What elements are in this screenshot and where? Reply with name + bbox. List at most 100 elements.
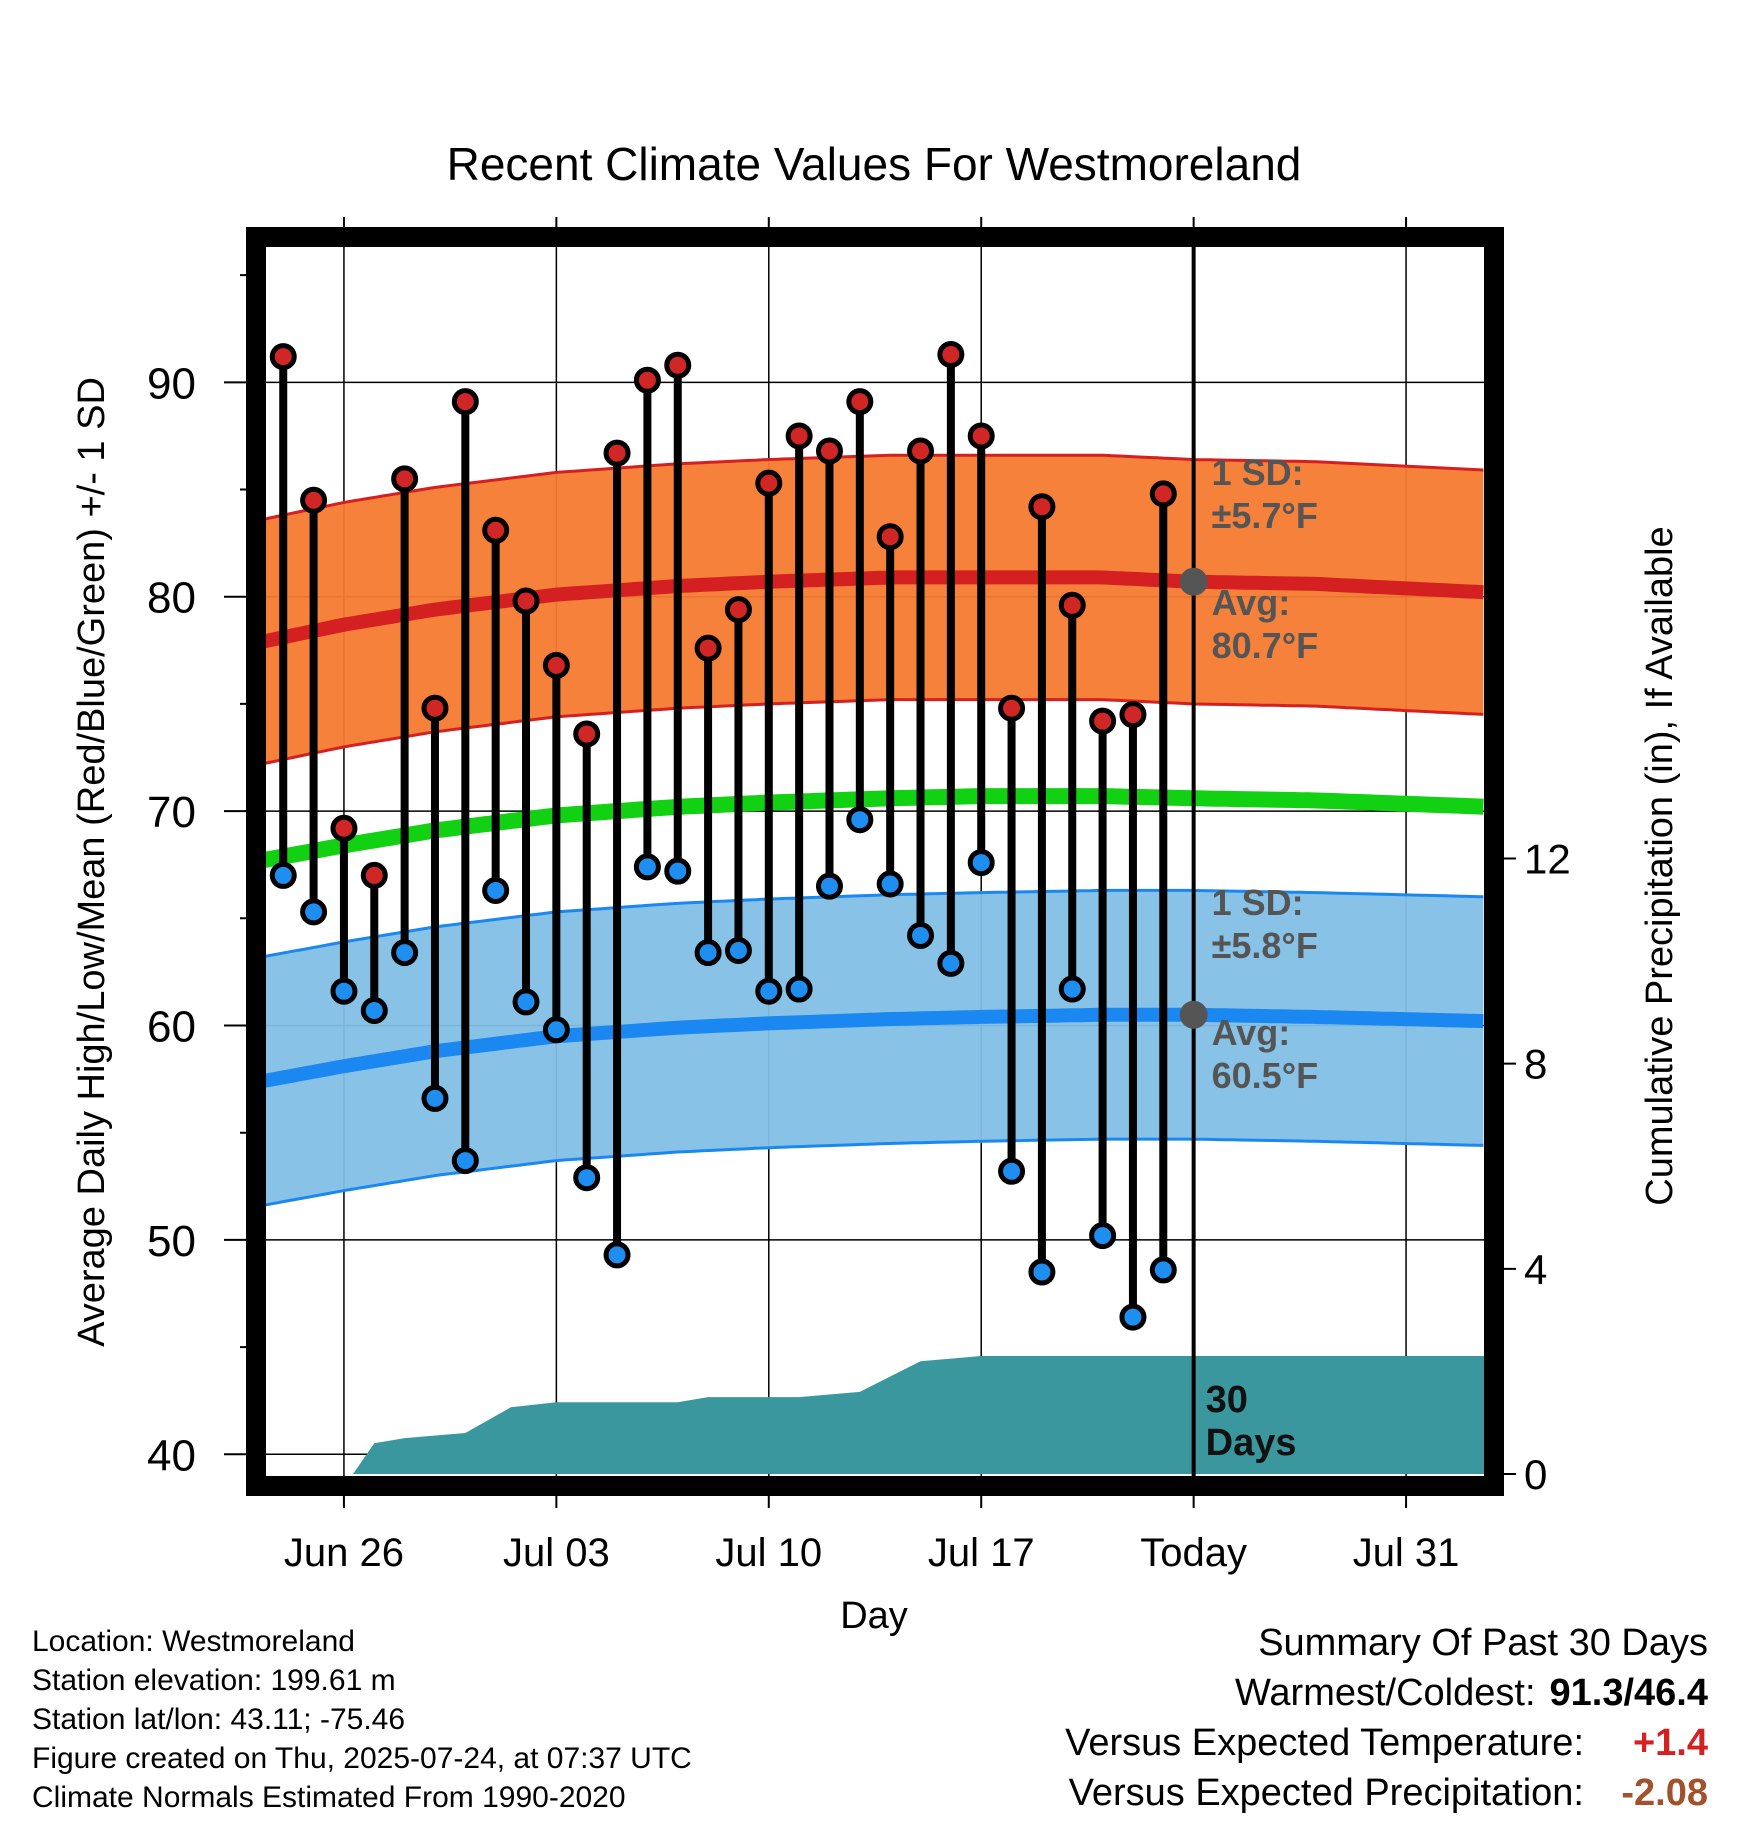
daily-high-point [573, 720, 601, 748]
daily-low-point [846, 806, 874, 834]
daily-high-point [542, 651, 570, 679]
precip-label: Versus Expected Precipitation: [1068, 1772, 1584, 1814]
plot-frame [246, 227, 1504, 1496]
daily-low-point [1149, 1256, 1177, 1284]
low-sd-value: ±5.8°F [1212, 925, 1318, 966]
daily-low-point [300, 898, 328, 926]
xtick-label-23: Jul 17 [928, 1531, 1035, 1575]
daily-low-point [633, 853, 661, 881]
high-avg-value: 80.7°F [1212, 625, 1318, 666]
location-text: Location: Westmoreland [32, 1625, 355, 1658]
xtick-label-2: Jun 26 [284, 1531, 404, 1575]
daily-high-point [815, 437, 843, 465]
daily-low-point [785, 975, 813, 1003]
daily-low-point [664, 857, 692, 885]
daily-low-point [1028, 1258, 1056, 1286]
created-text: Figure created on Thu, 2025-07-24, at 07… [32, 1742, 692, 1775]
daily-high-point [694, 634, 722, 662]
daily-low-point [451, 1147, 479, 1175]
daily-high-point [360, 861, 388, 889]
daily-low-point [755, 977, 783, 1005]
window-label-number: 30 [1206, 1379, 1248, 1421]
y-axis-label: Average Daily High/Low/Mean (Red/Blue/Gr… [71, 377, 113, 1347]
tick-labels: 40 50 60 70 80 90 0 4 8 12 Jun 26 Jul 03 Jul 10 Jul 1… [147, 359, 1571, 1575]
daily-low-point [269, 861, 297, 889]
daily-high-point [755, 469, 783, 497]
today-avg-low-marker [1179, 1000, 1208, 1029]
ytick-label-70: 70 [147, 788, 196, 837]
daily-low-point [573, 1164, 601, 1192]
y2tick-label-0: 0 [1524, 1451, 1547, 1498]
y2tick-label-4: 4 [1524, 1246, 1547, 1293]
ytick-label-50: 50 [147, 1217, 196, 1266]
high-avg-label: Avg: [1212, 582, 1291, 623]
low-sd-band [262, 890, 1484, 1206]
xtick-label-9: Jul 03 [503, 1531, 610, 1575]
daily-high-point [482, 516, 510, 544]
daily-low-point [360, 996, 388, 1024]
xtick-label-30: Today [1140, 1531, 1247, 1575]
warm-cold-value: 91.3/46.4 [1549, 1672, 1708, 1714]
window-label-days: Days [1206, 1422, 1297, 1464]
daily-high-point [451, 388, 479, 416]
daily-high-point [603, 439, 631, 467]
daily-high-point [876, 523, 904, 551]
daily-high-point [1089, 707, 1117, 735]
summary-panel: Summary Of Past 30 Days Warmest/Coldest:… [1065, 1618, 1708, 1818]
daily-low-point [876, 870, 904, 898]
low-avg-value: 60.5°F [1212, 1055, 1318, 1096]
elevation-text: Station elevation: 199.61 m [32, 1664, 396, 1697]
temp-row: Versus Expected Temperature: +1.4 [1065, 1718, 1708, 1768]
avg-mean-line [262, 788, 1484, 869]
daily-low-point [1119, 1303, 1147, 1331]
daily-low-point [967, 849, 995, 877]
precip-cumulative-area [353, 1356, 1488, 1474]
today-avg-high-marker [1179, 567, 1208, 596]
high-sd-band [262, 455, 1484, 764]
daily-high-point [998, 694, 1026, 722]
daily-low-point [724, 936, 752, 964]
daily-low-point [1089, 1222, 1117, 1250]
daily-high-point [937, 340, 965, 368]
daily-low-point [815, 872, 843, 900]
precip-value: -2.08 [1621, 1772, 1708, 1814]
daily-low-point [482, 876, 510, 904]
daily-high-point [512, 587, 540, 615]
ytick-label-90: 90 [147, 359, 196, 408]
gridlines [224, 217, 1516, 1508]
y2tick-label-8: 8 [1524, 1041, 1547, 1088]
y2tick-label-12: 12 [1524, 836, 1571, 883]
warm-cold-label: Warmest/Coldest: [1234, 1672, 1536, 1714]
daily-high-point [1119, 701, 1147, 729]
summary-heading: Summary Of Past 30 Days [1258, 1622, 1708, 1664]
station-info: Location: Westmoreland Station elevation… [32, 1622, 692, 1817]
normals-text: Climate Normals Estimated From 1990-2020 [32, 1781, 626, 1814]
x-axis-label: Day [840, 1595, 908, 1637]
temp-value: +1.4 [1632, 1722, 1708, 1764]
daily-low-point [603, 1241, 631, 1269]
latlon-text: Station lat/lon: 43.11; -75.46 [32, 1703, 406, 1736]
daily-high-point [330, 814, 358, 842]
daily-high-point [421, 694, 449, 722]
daily-high-point [846, 388, 874, 416]
daily-high-point [724, 596, 752, 624]
daily-low-point [907, 921, 935, 949]
daily-range-bars [269, 340, 1177, 1331]
daily-high-point [785, 422, 813, 450]
daily-low-point [542, 1016, 570, 1044]
temp-label: Versus Expected Temperature: [1065, 1722, 1584, 1764]
daily-high-point [967, 422, 995, 450]
daily-low-point [330, 977, 358, 1005]
daily-low-point [391, 939, 419, 967]
xtick-label-37: Jul 31 [1353, 1531, 1460, 1575]
precip-row: Versus Expected Precipitation: -2.08 [1065, 1768, 1708, 1818]
daily-low-point [694, 939, 722, 967]
daily-high-point [1149, 480, 1177, 508]
daily-low-point [937, 949, 965, 977]
daily-high-point [300, 486, 328, 514]
xtick-label-16: Jul 10 [715, 1531, 822, 1575]
daily-low-point [998, 1157, 1026, 1185]
warm-cold-row: Warmest/Coldest: 91.3/46.4 [1065, 1668, 1708, 1718]
